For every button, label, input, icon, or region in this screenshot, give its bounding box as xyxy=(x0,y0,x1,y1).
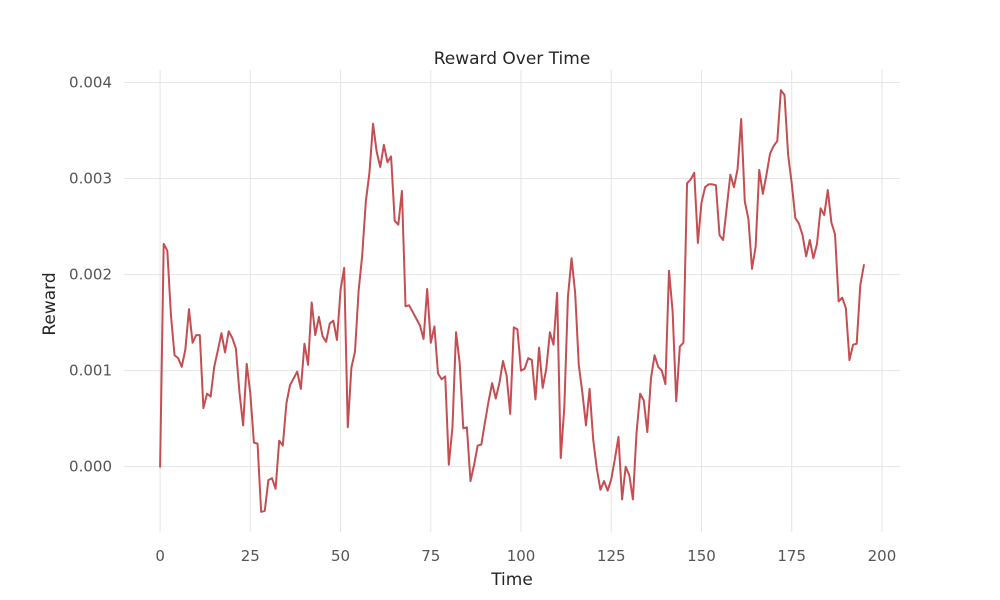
series-layer xyxy=(159,89,865,513)
x-tick-label: 125 xyxy=(597,547,626,565)
y-tick-label: 0.001 xyxy=(69,362,112,380)
x-tick-label: 150 xyxy=(687,547,716,565)
chart-title: Reward Over Time xyxy=(434,49,591,69)
y-tick-label: 0.000 xyxy=(69,458,112,476)
x-tick-label: 175 xyxy=(777,547,806,565)
y-tick-label: 0.003 xyxy=(69,170,112,188)
x-tick-label: 75 xyxy=(421,547,440,565)
y-tick-label: 0.002 xyxy=(69,266,112,284)
grid-lines xyxy=(124,70,900,532)
x-axis-label: Time xyxy=(490,570,533,590)
x-tick-label: 200 xyxy=(868,547,897,565)
x-tick-label: 25 xyxy=(241,547,260,565)
reward-series-line xyxy=(159,89,865,513)
x-tick-label: 0 xyxy=(155,547,165,565)
x-tick-label: 50 xyxy=(331,547,350,565)
y-tick-label: 0.004 xyxy=(69,73,112,91)
tick-labels: 0 25 50 75 100 125 150 175 200 0.000 0.001 0.002 0.0… xyxy=(69,73,896,565)
x-tick-label: 100 xyxy=(507,547,536,565)
y-axis-label: Reward xyxy=(40,272,60,335)
